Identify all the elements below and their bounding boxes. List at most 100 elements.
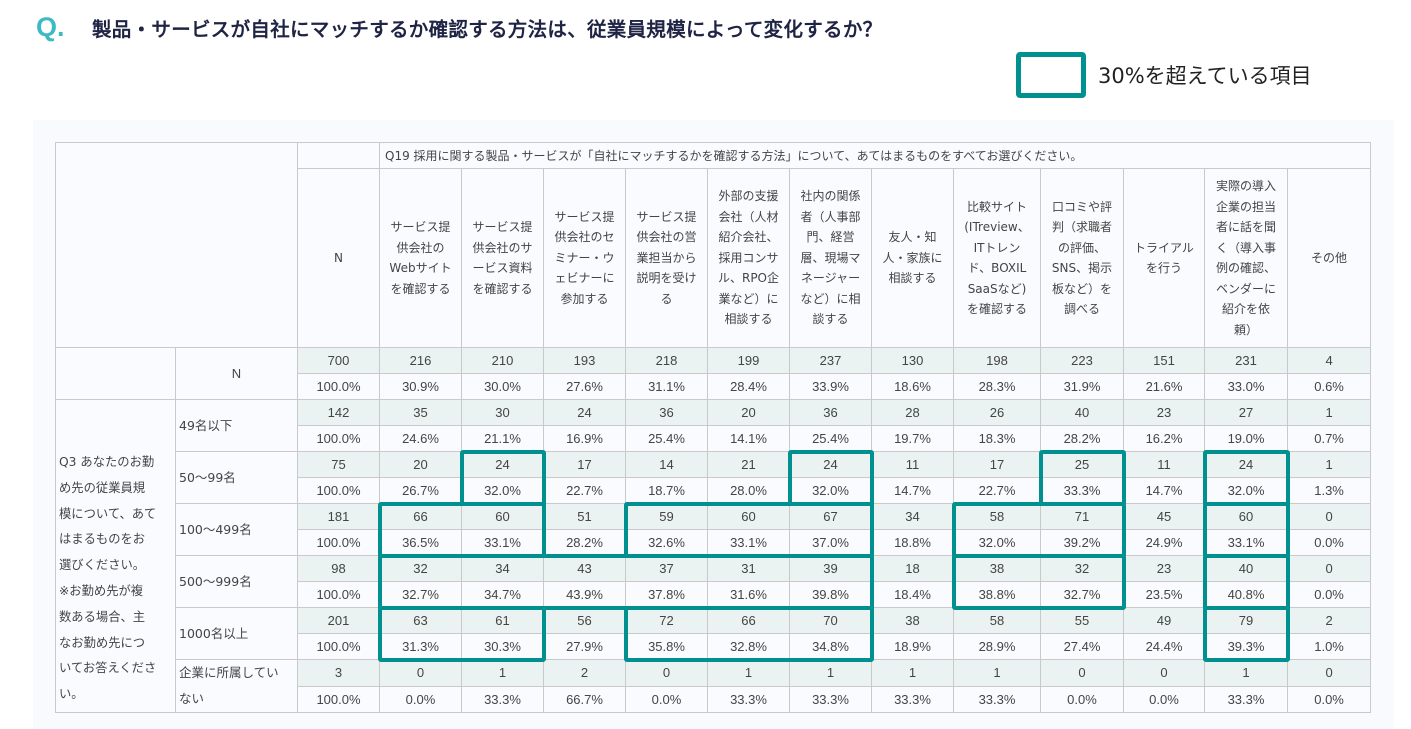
n-percent-cell: 100.0% [297,477,380,504]
count-cell: 231 [1204,347,1288,374]
percent-cell: 39.8% [789,581,872,608]
count-cell: 0 [1123,659,1205,687]
column-header-line: ベンダーに [1215,281,1276,296]
n-percent-cell: 100.0% [297,685,380,713]
column-header-line: の評価、 [1057,240,1106,255]
count-cell: 11 [871,451,954,478]
table-row-counts: 500〜999名 98 32 34 43 37 31 39 18 38 32 23 40 0 [56,555,1372,608]
column-header: 口コミや評 判（求職者 の評価、 SNS、掲示 板など）を 調べる [1040,168,1124,348]
column-header-line: SNS、掲示 [1051,261,1113,275]
header-row-question: Q19 採用に関する製品・サービスが「自社にマッチするかを確認する方法」について… [55,142,1372,348]
count-cell: 36 [625,399,708,426]
percent-cell: 18.4% [871,581,954,608]
percent-cell: 32.0% [1204,477,1288,504]
column-header-line: ド、BOXIL [967,261,1027,275]
row-group-label-text: Q3 あなたのお勤 め先の従業員規 模について、あて はまるものをお 選びください。 ※お… [59,450,173,708]
count-cell: 34 [461,555,544,582]
count-cell: 218 [625,347,708,374]
count-cell: 193 [543,347,626,374]
column-header-line: 談する [812,312,849,327]
n-percent-cell: 100.0% [297,425,380,452]
count-cell: 1 [1286,451,1372,478]
n-count-cell: 700 [297,347,380,374]
percent-cell: 18.9% [871,633,954,660]
column-header-line: 判（求職者 [1051,220,1112,234]
count-cell: 60 [461,503,544,530]
count-cell: 0 [1286,555,1372,582]
percent-cell: 16.9% [543,425,626,452]
count-cell: 34 [871,503,954,530]
column-header-line: 紹介を依 [1221,302,1270,316]
page-title: 製品・サービスが自社にマッチするか確認する方法は、従業員規模によって変化するか？ [92,17,883,41]
table-row-counts: N 700 216 210 193 218 199 237 130 198 223 151 231 4 [55,347,1372,400]
count-cell: 60 [1204,503,1288,530]
percent-cell: 0.0% [625,685,708,713]
count-cell: 223 [1040,347,1124,374]
percent-cell: 21.6% [1123,373,1205,400]
column-header: 比較サイト (ITreview、 ITトレン ド、BOXIL SaaSなど) を確認する [953,168,1041,348]
percent-cell: 19.0% [1204,425,1288,452]
percent-cell: 14.7% [1123,477,1205,504]
percent-cell: 24.6% [379,425,462,452]
question-header: Q. 製品・サービスが自社にマッチするか確認する方法は、従業員規模によって変化す… [36,10,882,44]
count-cell: 26 [953,399,1041,426]
percent-cell: 0.0% [1123,685,1205,713]
percent-cell: 28.0% [707,477,790,504]
column-header-line: その他 [1311,250,1348,265]
column-header-line: 門、経営 [806,230,855,245]
table-row-counts: 50〜99名 75 20 24 17 14 21 24 11 17 25 11 24 1 [56,451,1372,504]
row-label: 50〜99名 [175,451,298,504]
count-cell: 210 [461,347,544,374]
count-cell: 43 [543,555,626,582]
n-count-cell: 75 [297,451,380,478]
total-group-blank [55,347,176,400]
percent-cell: 32.7% [379,581,462,608]
count-cell: 2 [543,659,626,687]
column-header: 社内の関係 者（人事部 門、経営 層、現場マ ネージャー など）に相 談する [789,168,872,348]
column-header-line: を確認する [472,281,533,296]
count-cell: 60 [707,503,790,530]
percent-cell: 32.8% [707,633,790,660]
n-header-blank [297,142,380,169]
row-group-label-line: はまるものをお [59,532,146,547]
n-percent-cell: 100.0% [297,529,380,556]
column-header-line: サービス提 [472,220,533,234]
percent-cell: 28.2% [543,529,626,556]
percent-cell: 31.1% [625,373,708,400]
percent-cell: 38.8% [953,581,1041,608]
row-group-label-line: 数ある場合、主 [59,609,146,624]
percent-cell: 16.2% [1123,425,1205,452]
column-header-line: ミナー・ウ [554,250,615,265]
count-cell: 45 [1123,503,1205,530]
legend-label: 30%を超えている項目 [1098,64,1312,88]
count-cell: 17 [953,451,1041,478]
percent-cell: 0.7% [1286,425,1372,452]
table-row-percents: 100.0% 0.0% 33.3% 66.7% 0.0% 33.3% 33.3% 33.3% 3… [56,685,1372,713]
percent-cell: 31.9% [1040,373,1124,400]
count-cell: 1 [871,659,954,687]
row-label: 企業に所属してい ない [175,659,298,713]
percent-cell: 33.9% [789,373,872,400]
count-cell: 66 [707,607,790,634]
count-cell: 39 [789,555,872,582]
count-cell: 237 [789,347,872,374]
percent-cell: 40.8% [1204,581,1288,608]
percent-cell: 18.3% [953,425,1041,452]
count-cell: 40 [1040,399,1124,426]
count-cell: 20 [707,399,790,426]
column-header: その他 [1286,168,1372,348]
percent-cell: 33.3% [1204,685,1288,713]
count-cell: 24 [461,451,544,478]
percent-cell: 39.2% [1040,529,1124,556]
percent-cell: 32.0% [953,529,1041,556]
row-group-label: Q3 あなたのお勤 め先の従業員規 模について、あて はまるものをお 選びください。 ※お… [55,399,176,713]
count-cell: 0 [379,659,462,687]
n-percent-cell: 100.0% [297,633,380,660]
column-header-line: 例の確認、 [1215,261,1276,275]
count-cell: 58 [953,607,1041,634]
count-cell: 55 [1040,607,1124,634]
column-header-line: 採用コンサ [718,250,779,265]
column-header-line: SaaSなど) [967,281,1027,296]
count-cell: 35 [379,399,462,426]
row-group-label-line: め先の従業員規 [59,480,146,495]
